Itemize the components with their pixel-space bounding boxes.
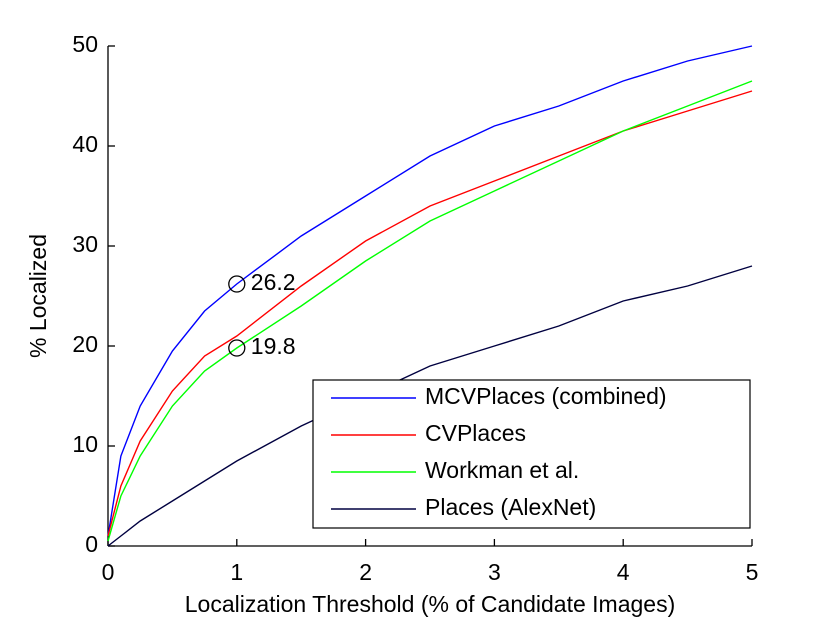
legend-label: Places (AlexNet)	[425, 494, 596, 520]
x-tick-label: 1	[230, 559, 243, 585]
legend-label: MCVPlaces (combined)	[425, 383, 667, 409]
y-tick-label: 30	[72, 231, 98, 257]
y-tick-label: 10	[72, 431, 98, 457]
x-tick-label: 3	[488, 559, 501, 585]
y-tick-label: 40	[72, 131, 98, 157]
series-line	[107, 90, 753, 537]
annotation-marker	[228, 275, 246, 293]
annotation-label: 26.2	[251, 269, 296, 295]
y-tick-label: 50	[72, 31, 98, 57]
y-tick-label: 0	[85, 531, 98, 557]
legend-box	[312, 379, 751, 529]
x-tick-label: 4	[617, 559, 630, 585]
series-line	[107, 45, 753, 537]
x-axis-label: Localization Threshold (% of Candidate I…	[185, 591, 676, 617]
annotation-marker	[228, 339, 246, 357]
series-line	[107, 80, 753, 542]
legend-label: Workman et al.	[425, 457, 579, 483]
legend-label: CVPlaces	[425, 420, 526, 446]
x-tick-label: 2	[359, 559, 372, 585]
y-axis-label: % Localized	[25, 234, 51, 358]
y-tick-label: 20	[72, 331, 98, 357]
x-tick-label: 0	[102, 559, 115, 585]
annotation-label: 19.8	[251, 333, 296, 359]
x-tick-label: 5	[746, 559, 759, 585]
